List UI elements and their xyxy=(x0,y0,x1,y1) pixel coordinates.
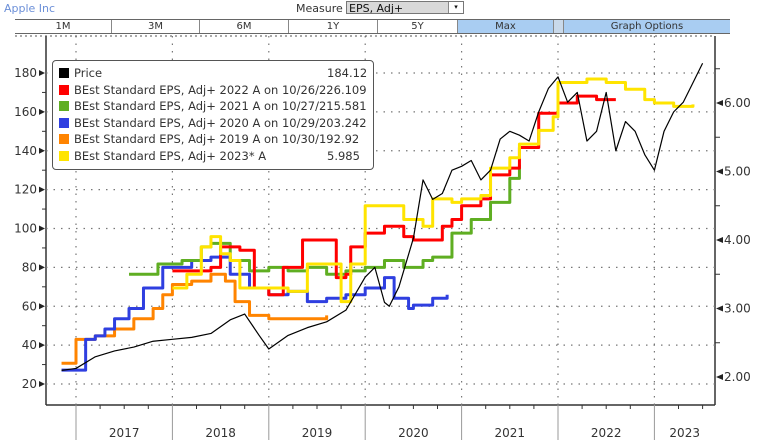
x-tick-label: 2023 xyxy=(669,426,700,440)
y-right-tick-label: 4.00 xyxy=(724,233,751,247)
x-tick-label: 2017 xyxy=(109,426,140,440)
tab-1y[interactable]: 1Y xyxy=(289,20,378,33)
tick-arrow-icon xyxy=(716,237,723,243)
tab-3m[interactable]: 3M xyxy=(112,20,200,33)
x-tick-label: 2020 xyxy=(398,426,429,440)
legend-item-price: Price 184.12 xyxy=(59,65,367,82)
tick-arrow-icon xyxy=(716,100,723,106)
legend-swatch xyxy=(59,68,69,79)
measure-dropdown[interactable]: EPS, Adj+ ▾ xyxy=(346,1,464,15)
tab-separator xyxy=(554,20,564,33)
legend-swatch xyxy=(59,101,69,112)
tick-arrow-icon xyxy=(39,342,45,349)
series-line-eps-2020 xyxy=(61,255,449,372)
y-right-tick-label: 3.00 xyxy=(724,302,751,316)
dropdown-arrow-icon[interactable]: ▾ xyxy=(448,2,463,13)
legend-item-eps-2023: BEst Standard EPS, Adj+ 2023* A 5.985 xyxy=(59,148,367,165)
tick-arrow-icon xyxy=(39,70,45,76)
y-left-tick-label: 100 xyxy=(14,222,37,236)
tick-arrow-icon xyxy=(716,305,723,312)
tick-arrow-icon xyxy=(39,381,45,387)
tab-max[interactable]: Max xyxy=(458,20,554,33)
measure-value: EPS, Adj+ xyxy=(349,2,404,15)
tick-arrow-icon xyxy=(39,225,45,232)
legend-swatch xyxy=(59,150,69,161)
tab-1m[interactable]: 1M xyxy=(15,20,112,33)
legend-swatch xyxy=(59,84,69,95)
x-tick-label: 2018 xyxy=(205,426,236,440)
tick-arrow-icon xyxy=(716,168,723,175)
y-left-tick-label: 140 xyxy=(14,144,37,158)
y-left-tick-label: 160 xyxy=(14,105,37,119)
legend-item-eps-2021: BEst Standard EPS, Adj+ 2021 A on 10/27/… xyxy=(59,98,367,115)
legend-swatch xyxy=(59,117,69,128)
measure-label: Measure xyxy=(296,2,343,15)
x-tick-label: 2019 xyxy=(302,426,333,440)
series-line-price xyxy=(61,63,704,371)
y-right-tick-label: 5.00 xyxy=(724,165,751,179)
y-right-tick-label: 2.00 xyxy=(724,370,751,384)
tick-arrow-icon xyxy=(39,264,45,271)
tab-5y[interactable]: 5Y xyxy=(378,20,458,33)
tick-arrow-icon xyxy=(39,186,45,193)
tick-arrow-icon xyxy=(39,108,45,115)
legend-swatch xyxy=(59,134,69,145)
y-left-tick-label: 80 xyxy=(22,260,37,274)
security-title: Apple Inc xyxy=(4,2,56,15)
x-tick-label: 2021 xyxy=(495,426,526,440)
legend-item-eps-2022: BEst Standard EPS, Adj+ 2022 A on 10/26/… xyxy=(59,82,367,99)
y-left-tick-label: 120 xyxy=(14,183,37,197)
legend-item-eps-2019: BEst Standard EPS, Adj+ 2019 A on 10/30/… xyxy=(59,131,367,148)
y-left-tick-label: 60 xyxy=(22,299,37,313)
tick-arrow-icon xyxy=(39,303,45,310)
range-tabs: 1M 3M 6M 1Y 5Y Max Graph Options xyxy=(15,19,730,34)
y-left-tick-label: 180 xyxy=(14,66,37,80)
tab-6m[interactable]: 6M xyxy=(200,20,289,33)
graph-options-button[interactable]: Graph Options xyxy=(564,20,730,33)
y-left-tick-label: 40 xyxy=(22,338,37,352)
x-tick-label: 2022 xyxy=(591,426,622,440)
y-left-tick-label: 20 xyxy=(22,377,37,391)
y-right-tick-label: 6.00 xyxy=(724,96,751,110)
legend-item-eps-2020: BEst Standard EPS, Adj+ 2020 A on 10/29/… xyxy=(59,115,367,132)
tick-arrow-icon xyxy=(716,374,723,380)
chart-legend: Price 184.12 BEst Standard EPS, Adj+ 202… xyxy=(52,60,374,170)
tick-arrow-icon xyxy=(39,147,45,154)
